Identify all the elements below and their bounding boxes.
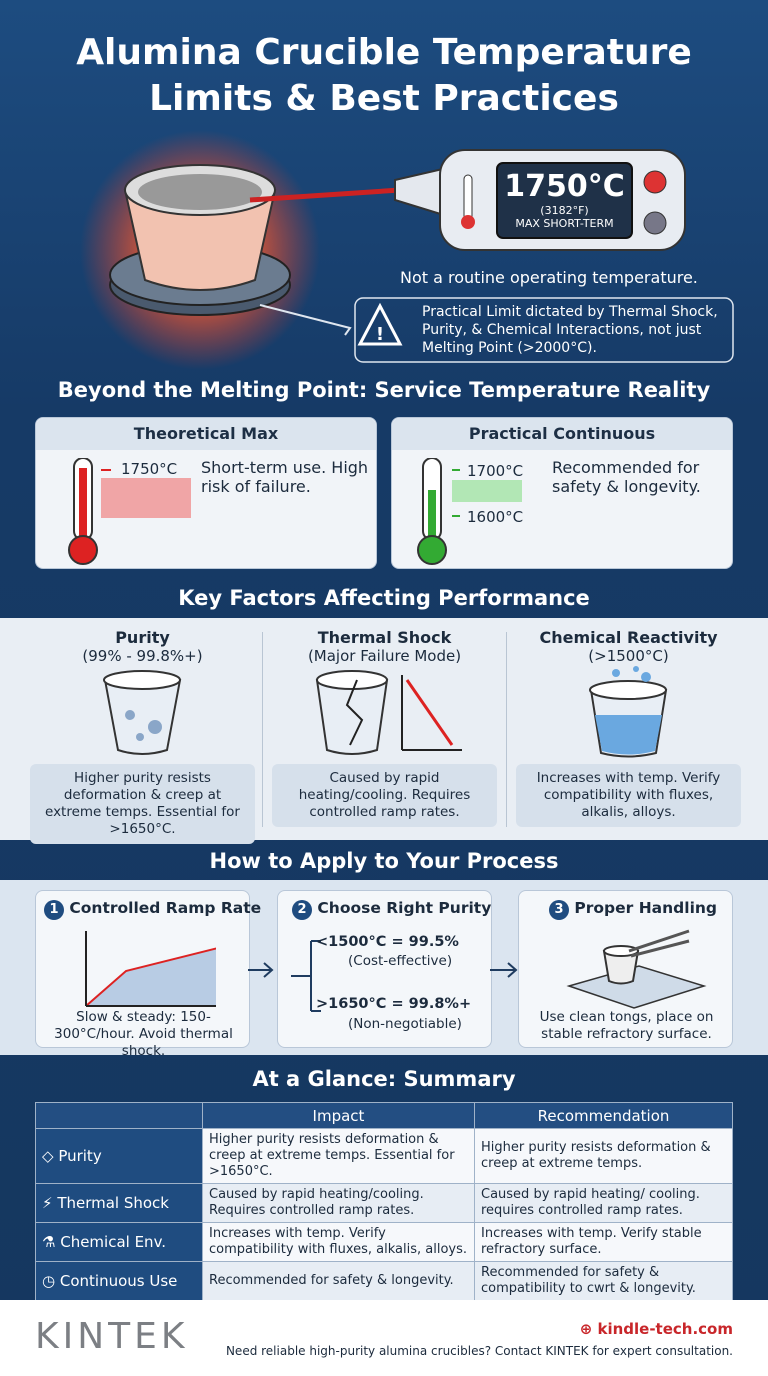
crucible-icon: [103, 670, 182, 755]
display-temp: 1750°C: [504, 169, 625, 204]
header-cell: Recommendation: [474, 1102, 733, 1129]
factor-subtitle: (99% - 99.8%+): [82, 647, 203, 665]
section-title: Key Factors Affecting Performance: [178, 586, 590, 610]
cell: Increases with temp. Verify compatibilit…: [202, 1222, 475, 1262]
branch: [291, 940, 321, 1012]
step: 1 Controlled Ramp Rate Slow & steady: 15…: [35, 890, 261, 1059]
option-note: (Non-negotiable): [348, 1016, 462, 1032]
cell: Increases with temp. Verify stable refra…: [474, 1222, 733, 1262]
cell: Caused by rapid heating/ cooling. requir…: [474, 1183, 733, 1223]
step-text: Slow & steady: 150-300°C/hour. Avoid the…: [54, 1009, 233, 1059]
row-label: ◷ Continuous Use: [35, 1261, 203, 1301]
cell: Higher purity resists deformation & cree…: [474, 1128, 733, 1184]
divider: [506, 632, 507, 827]
temp-label: 1600°C: [467, 508, 524, 526]
card-text: Short-term use. High risk of failure.: [201, 458, 369, 496]
warning: Practical Limit dictated by Thermal Shoc…: [422, 304, 718, 356]
ramp-chart: [85, 931, 216, 1007]
step-title-text: Controlled Ramp Rate: [69, 899, 262, 917]
divider: [262, 632, 263, 827]
step-number: 3: [549, 900, 569, 920]
card-title: Theoretical Max: [36, 418, 376, 450]
factor-subtitle: (Major Failure Mode): [307, 647, 462, 665]
hero-illustration: !: [80, 130, 734, 370]
row-label-text: Thermal Shock: [57, 1194, 169, 1212]
card-title: Practical Continuous: [392, 418, 732, 450]
note: Not a routine operating temperature.: [400, 268, 698, 287]
cell: Higher purity resists deformation & cree…: [202, 1128, 475, 1184]
option-rule: >1650°C = 99.8%+: [316, 996, 472, 1012]
row-label-text: Chemical Env.: [60, 1233, 167, 1251]
tongs-icon: [566, 929, 707, 1009]
step-text: Use clean tongs, place on stable refract…: [539, 1009, 714, 1042]
cell: Recommended for safety & compatibility t…: [474, 1261, 733, 1301]
header-cell: [35, 1102, 203, 1129]
step-title-text: Proper Handling: [574, 899, 718, 917]
display-caption: MAX SHORT-TERM: [515, 217, 614, 230]
header-cell: Impact: [202, 1102, 475, 1129]
factor-text: Caused by rapid heating/cooling. Require…: [272, 764, 497, 827]
url-text: kindle-tech.com: [597, 1320, 733, 1338]
table-header: Impact Recommendation: [35, 1102, 733, 1129]
temp-label: 1750°C: [121, 460, 178, 478]
footer-text: Need reliable high-purity alumina crucib…: [225, 1344, 733, 1358]
table-row: ◇ Purity Higher purity resists deformatio…: [35, 1128, 733, 1184]
step-title-text: Choose Right Purity: [317, 899, 492, 917]
row-label: ⚗ Chemical Env.: [35, 1222, 203, 1262]
display-f: (3182°F): [540, 204, 589, 217]
factor-text: Increases with temp. Verify compatibilit…: [516, 764, 741, 827]
factor-subtitle: (>1500°C): [588, 647, 669, 665]
factor: Chemical Reactivity (>1500°C) Increases …: [516, 628, 741, 827]
temp-label: 1700°C: [467, 462, 524, 480]
summary-table: Impact Recommendation ◇ Purity Higher puri…: [35, 1102, 733, 1301]
factor-text: Higher purity resists deformation & cree…: [30, 764, 255, 844]
url: ⊕ kindle-tech.com: [579, 1320, 733, 1338]
option-rule: <1500°C = 99.5%: [316, 934, 459, 950]
table-row: ⚡ Thermal Shock Caused by rapid heating/c…: [35, 1183, 733, 1223]
row-label: ◇ Purity: [35, 1128, 203, 1184]
thermometer: [68, 458, 191, 565]
step-title: 2 Choose Right Purity: [292, 899, 491, 920]
display: 1750°C (3182°F) MAX SHORT-TERM: [497, 169, 632, 231]
row-label: ⚡ Thermal Shock: [35, 1183, 203, 1223]
step: 2 Choose Right Purity <1500°C = 99.5% (C…: [277, 890, 492, 1048]
brand: KINTEK: [35, 1316, 189, 1357]
table-row: ◷ Continuous Use Recommended for safety &…: [35, 1261, 733, 1301]
row-label-text: Purity: [58, 1147, 102, 1165]
step-title: 3 Proper Handling: [549, 899, 717, 920]
title: Alumina Crucible Temperature Limits & Be…: [0, 30, 768, 122]
section-title: Beyond the Melting Point: Service Temper…: [57, 378, 711, 402]
footer: KINTEK ⊕ kindle-tech.com Need reliable h…: [0, 1300, 768, 1376]
step-number: 1: [44, 900, 64, 920]
card: Practical Continuous 1700°C 1600°C Recom…: [391, 417, 733, 569]
table-row: ⚗ Chemical Env. Increases with temp. Veri…: [35, 1222, 733, 1262]
step-arrows: [248, 962, 518, 978]
reactive-icon: [589, 666, 668, 758]
card: Theoretical Max 1750°C Short-term use. H…: [35, 417, 377, 569]
step: 3 Proper Handling Use clean tongs, place…: [518, 890, 733, 1048]
cell: Caused by rapid heating/cooling. Require…: [202, 1183, 475, 1223]
option-note: (Cost-effective): [348, 953, 453, 969]
card-text: Recommended for safety & longevity.: [552, 458, 701, 496]
step-number: 2: [292, 900, 312, 920]
cell: Recommended for safety & longevity.: [202, 1261, 475, 1301]
row-label-text: Continuous Use: [59, 1272, 178, 1290]
section-title: At a Glance: Summary: [252, 1067, 516, 1091]
factor: Thermal Shock (Major Failure Mode) Cause…: [272, 628, 497, 827]
section-title: How to Apply to Your Process: [209, 849, 559, 873]
title-line: Alumina Crucible Temperature: [76, 32, 692, 73]
step-title: 1 Controlled Ramp Rate: [44, 899, 261, 920]
cracked-icon: [315, 670, 462, 755]
thermometer: [417, 458, 522, 565]
factor: Purity (99% - 99.8%+) Higher purity resi…: [30, 628, 255, 844]
factor-title: Purity: [115, 628, 170, 647]
factor-title: Chemical Reactivity: [539, 628, 718, 647]
factor-title: Thermal Shock: [317, 628, 452, 647]
svg-text:!: !: [376, 324, 384, 345]
title-line: Limits & Best Practices: [149, 78, 619, 119]
